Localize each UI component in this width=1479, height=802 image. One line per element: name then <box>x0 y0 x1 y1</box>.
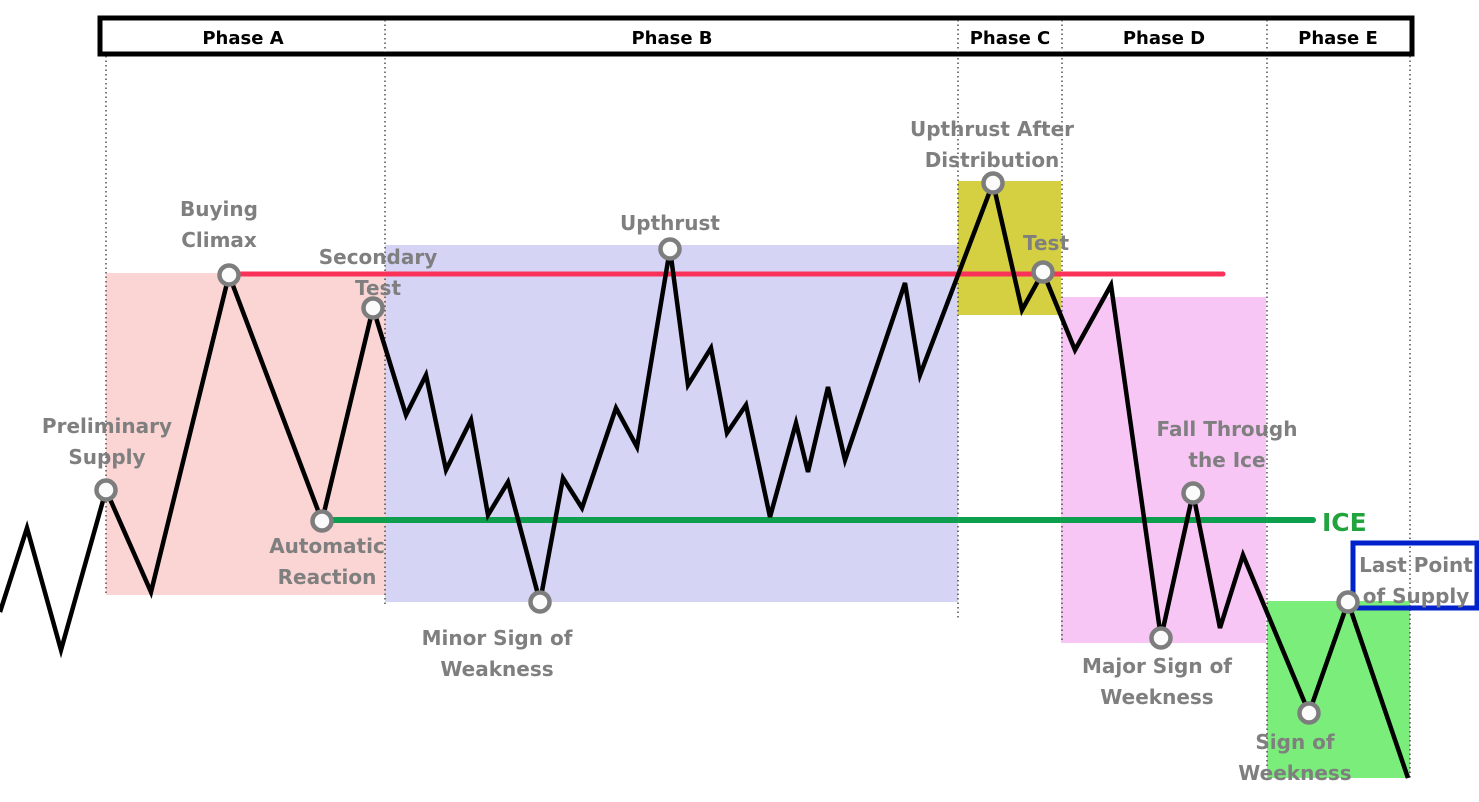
phase-label-a: Phase A <box>202 28 283 49</box>
test-label: Test <box>1023 231 1069 255</box>
major-sign-of-weekness-marker <box>1149 626 1173 650</box>
phase-bar <box>97 15 1415 57</box>
phase-label-b: Phase B <box>631 28 712 49</box>
fall-through-the-ice-label: Fall Through the Ice <box>1157 417 1298 472</box>
phase-label-e: Phase E <box>1298 28 1378 49</box>
upthrust-label: Upthrust <box>620 211 720 235</box>
last-point-of-supply-marker <box>1336 590 1360 614</box>
ice-label: ICE <box>1322 508 1367 537</box>
phase-label-c: Phase C <box>970 28 1051 49</box>
secondary-test-marker <box>361 296 385 320</box>
preliminary-supply-marker <box>94 478 118 502</box>
secondary-test-label: Secondary Test <box>319 245 438 300</box>
automatic-reaction-label: Automatic Reaction <box>269 534 385 589</box>
sign-of-weekness-label: Sign of Weekness <box>1238 730 1351 785</box>
sign-of-weekness-marker <box>1297 701 1321 725</box>
major-sign-of-weekness-label: Major Sign of Weekness <box>1082 654 1232 709</box>
last-point-of-supply-box <box>1350 540 1479 611</box>
upthrust-marker <box>658 237 682 261</box>
last-point-of-supply-label: Last Point of Supply <box>1359 553 1473 608</box>
lavender-region <box>385 245 958 602</box>
buying-climax-label: Buying Climax <box>180 197 258 252</box>
test-marker <box>1031 260 1055 284</box>
preliminary-supply-label: Preliminary Supply <box>42 414 172 469</box>
pink-region <box>106 273 385 595</box>
upthrust-after-distribution-label: Upthrust After Distribution <box>910 117 1074 172</box>
fall-through-the-ice-marker <box>1181 481 1205 505</box>
minor-sign-of-weakness-marker <box>528 590 552 614</box>
minor-sign-of-weakness-label: Minor Sign of Weakness <box>422 626 573 681</box>
phase-label-d: Phase D <box>1123 28 1205 49</box>
buying-climax-marker <box>217 263 241 287</box>
upthrust-after-distribution-marker <box>981 171 1005 195</box>
automatic-reaction-marker <box>310 509 334 533</box>
